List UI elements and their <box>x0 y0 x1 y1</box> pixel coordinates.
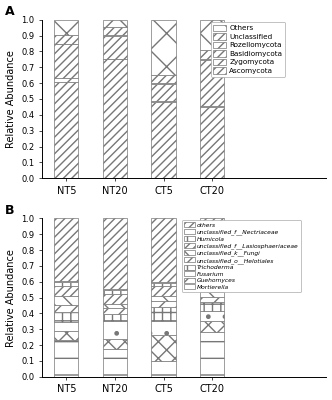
Bar <box>54 281 78 282</box>
Bar <box>103 320 127 339</box>
Bar <box>151 282 176 286</box>
Bar <box>151 307 176 320</box>
Bar <box>151 320 176 335</box>
Bar <box>54 20 78 35</box>
Bar <box>54 322 78 331</box>
Bar <box>200 50 224 59</box>
Bar <box>103 35 127 36</box>
Bar <box>54 305 78 312</box>
Bar <box>200 20 224 50</box>
Bar <box>54 44 78 78</box>
Bar <box>151 296 176 301</box>
Bar <box>200 218 224 287</box>
Bar <box>200 297 224 302</box>
Legend: Others, Unclassified, Rozellomycota, Basidiomycota, Zygomycota, Ascomycota: Others, Unclassified, Rozellomycota, Bas… <box>210 22 285 77</box>
Bar <box>151 75 176 83</box>
Bar <box>200 320 224 332</box>
Bar <box>103 294 127 304</box>
Bar <box>151 102 176 178</box>
Bar <box>151 361 176 377</box>
Bar <box>103 27 127 35</box>
Bar <box>200 332 224 377</box>
Bar <box>54 218 78 281</box>
Bar <box>200 60 224 106</box>
Y-axis label: Relative Abundance: Relative Abundance <box>6 249 16 346</box>
Bar <box>151 286 176 296</box>
Bar <box>200 287 224 288</box>
Bar <box>200 59 224 60</box>
Bar <box>151 218 176 282</box>
Bar <box>200 106 224 107</box>
Bar <box>200 288 224 291</box>
Bar <box>200 302 224 311</box>
Bar <box>103 59 127 178</box>
Bar <box>103 58 127 59</box>
Bar <box>103 218 127 289</box>
Bar <box>200 292 224 297</box>
Bar <box>151 335 176 361</box>
Bar <box>103 314 127 320</box>
Bar <box>151 83 176 84</box>
Bar <box>103 339 127 349</box>
Bar <box>151 100 176 102</box>
Legend: others, unclassified_f__Nectriaceae, Humicola, unclassified_f__Lasiosphaeriaceae: others, unclassified_f__Nectriaceae, Hum… <box>182 220 301 292</box>
Bar <box>54 331 78 340</box>
Bar <box>103 349 127 377</box>
Bar <box>200 311 224 320</box>
Text: A: A <box>5 5 15 18</box>
Bar <box>54 282 78 286</box>
Bar <box>103 289 127 290</box>
Bar <box>200 291 224 292</box>
Bar <box>54 296 78 305</box>
Bar <box>103 308 127 314</box>
Bar <box>151 20 176 75</box>
Bar <box>151 84 176 100</box>
Bar <box>103 20 127 27</box>
Y-axis label: Relative Abundance: Relative Abundance <box>6 50 16 148</box>
Bar <box>54 312 78 322</box>
Bar <box>103 36 127 58</box>
Bar <box>54 286 78 296</box>
Bar <box>54 78 78 82</box>
Bar <box>103 290 127 294</box>
Bar <box>200 107 224 178</box>
Bar <box>151 301 176 307</box>
Bar <box>54 340 78 377</box>
Bar <box>103 304 127 308</box>
Text: B: B <box>5 204 15 217</box>
Bar <box>54 82 78 178</box>
Bar <box>54 35 78 44</box>
